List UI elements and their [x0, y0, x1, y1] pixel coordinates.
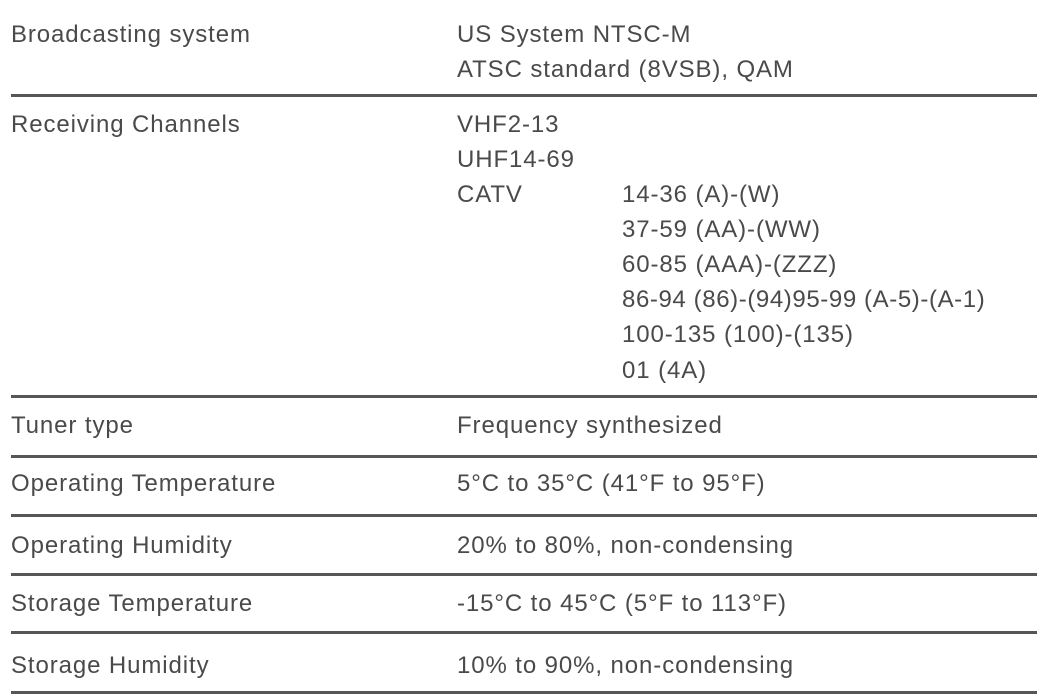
- row-value: 10% to 90%, non-condensing: [457, 652, 794, 679]
- catv-label: CATV: [457, 181, 523, 208]
- row-divider: [11, 631, 1037, 634]
- row-label-operating-temperature: Operating Temperature: [11, 470, 277, 497]
- row-value: 20% to 80%, non-condensing: [457, 532, 794, 559]
- row-divider: [11, 455, 1037, 458]
- row-value: ATSC standard (8VSB), QAM: [457, 56, 794, 83]
- catv-value: 100-135 (100)-(135): [622, 321, 854, 348]
- row-value: VHF2-13: [457, 111, 560, 138]
- row-label-receiving-channels: Receiving Channels: [11, 111, 241, 138]
- row-value: US System NTSC-M: [457, 21, 692, 48]
- row-value: 5°C to 35°C (41°F to 95°F): [457, 470, 766, 497]
- row-divider: [11, 573, 1037, 576]
- catv-value: 86-94 (86)-(94)95-99 (A-5)-(A-1): [622, 286, 986, 313]
- row-label-broadcasting-system: Broadcasting system: [11, 21, 251, 48]
- catv-value: 37-59 (AA)-(WW): [622, 216, 821, 243]
- row-divider: [11, 94, 1037, 97]
- row-label-operating-humidity: Operating Humidity: [11, 532, 233, 559]
- catv-value: 01 (4A): [622, 357, 708, 384]
- row-label-storage-humidity: Storage Humidity: [11, 652, 210, 679]
- row-value: -15°C to 45°C (5°F to 113°F): [457, 590, 787, 617]
- row-label-storage-temperature: Storage Temperature: [11, 590, 254, 617]
- row-divider: [11, 691, 1037, 694]
- row-value: Frequency synthesized: [457, 412, 723, 439]
- catv-value: 14-36 (A)-(W): [622, 181, 781, 208]
- row-label-tuner-type: Tuner type: [11, 412, 134, 439]
- row-divider: [11, 395, 1037, 398]
- catv-value: 60-85 (AAA)-(ZZZ): [622, 251, 838, 278]
- row-value: UHF14-69: [457, 146, 575, 173]
- row-divider: [11, 514, 1037, 517]
